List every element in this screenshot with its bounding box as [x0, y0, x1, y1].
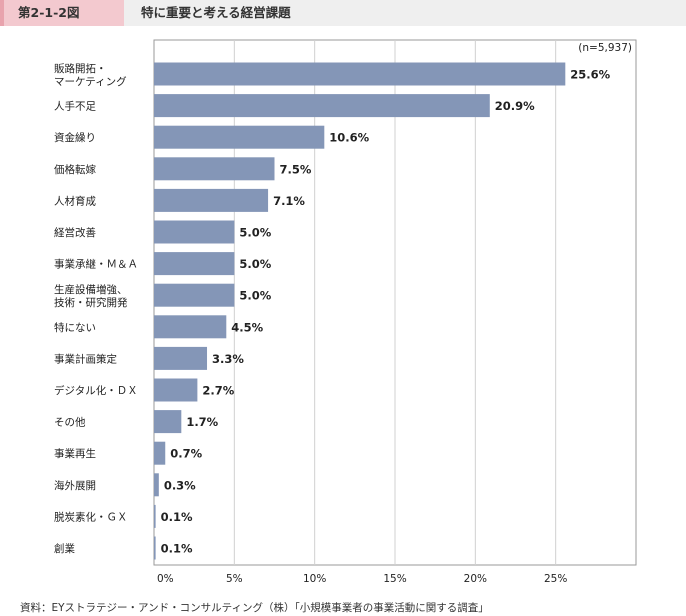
category-label-6: 事業承継・Ｍ＆Ａ	[54, 258, 138, 271]
x-tick-label-25: 25%	[544, 573, 567, 585]
figure-label: 第2-1-2図	[0, 0, 124, 26]
bar-5	[154, 220, 235, 244]
category-label-8: 特にない	[54, 322, 96, 334]
category-label-7: 生産設備増強、技術・研究開発	[54, 283, 128, 309]
bar-7	[154, 283, 235, 307]
x-tick-label-10: 10%	[303, 573, 326, 585]
category-label-1: 人手不足	[54, 100, 96, 113]
bar-6	[154, 252, 235, 276]
bar-1	[154, 94, 490, 118]
category-label-12: 事業再生	[54, 447, 96, 460]
category-label-15: 創業	[54, 542, 75, 555]
bar-10	[154, 378, 198, 402]
category-label-10: デジタル化・ＤＸ	[54, 384, 138, 397]
category-label-4: 人材育成	[54, 194, 96, 207]
value-label-1: 20.9%	[495, 99, 535, 113]
category-label-2: 資金繰り	[54, 131, 96, 144]
bar-8	[154, 315, 227, 339]
value-label-6: 5.0%	[239, 257, 271, 271]
value-label-4: 7.1%	[273, 194, 305, 208]
value-label-5: 5.0%	[239, 226, 271, 240]
sample-size-note: (n=5,937)	[578, 42, 632, 54]
category-label-13: 海外展開	[54, 479, 96, 492]
value-label-10: 2.7%	[202, 384, 234, 398]
value-label-13: 0.3%	[164, 478, 196, 492]
category-label-3: 価格転嫁	[54, 163, 96, 176]
bar-2	[154, 125, 325, 149]
value-label-2: 10.6%	[329, 131, 369, 145]
value-label-14: 0.1%	[161, 510, 193, 524]
value-label-3: 7.5%	[280, 162, 312, 176]
figure-header: 第2-1-2図 特に重要と考える経営課題	[0, 0, 686, 26]
x-tick-label-0: 0%	[157, 573, 174, 585]
x-tick-label-20: 20%	[464, 573, 487, 585]
value-label-8: 4.5%	[231, 320, 263, 334]
value-label-0: 25.6%	[570, 68, 610, 82]
bar-15	[154, 536, 156, 560]
category-label-11: その他	[54, 416, 86, 429]
bar-14	[154, 504, 156, 528]
x-tick-label-15: 15%	[383, 573, 406, 585]
value-label-11: 1.7%	[186, 415, 218, 429]
bar-0	[154, 62, 566, 86]
figure-title: 特に重要と考える経営課題	[141, 5, 291, 20]
bar-chart: 25.6% 販路開拓・マーケティング 20.9% 人手不足 10.6% 資金繰り 7.5% 価…	[54, 39, 637, 585]
category-label-0: 販路開拓・マーケティング	[54, 62, 127, 88]
bar-12	[154, 441, 166, 465]
bar-4	[154, 188, 269, 212]
source-note: 資料：EYストラテジー・アンド・コンサルティング（株）「小規模事業者の事業活動に…	[20, 602, 489, 614]
value-label-7: 5.0%	[239, 289, 271, 303]
value-label-15: 0.1%	[161, 542, 193, 556]
bar-13	[154, 473, 159, 497]
category-label-14: 脱炭素化・ＧＸ	[54, 510, 128, 523]
bar-11	[154, 410, 182, 434]
value-label-9: 3.3%	[212, 352, 244, 366]
value-label-12: 0.7%	[170, 447, 202, 461]
bar-3	[154, 157, 275, 181]
x-tick-label-5: 5%	[226, 573, 243, 585]
bar-9	[154, 346, 208, 370]
category-label-9: 事業計画策定	[54, 352, 117, 365]
category-label-5: 経営改善	[54, 226, 96, 239]
